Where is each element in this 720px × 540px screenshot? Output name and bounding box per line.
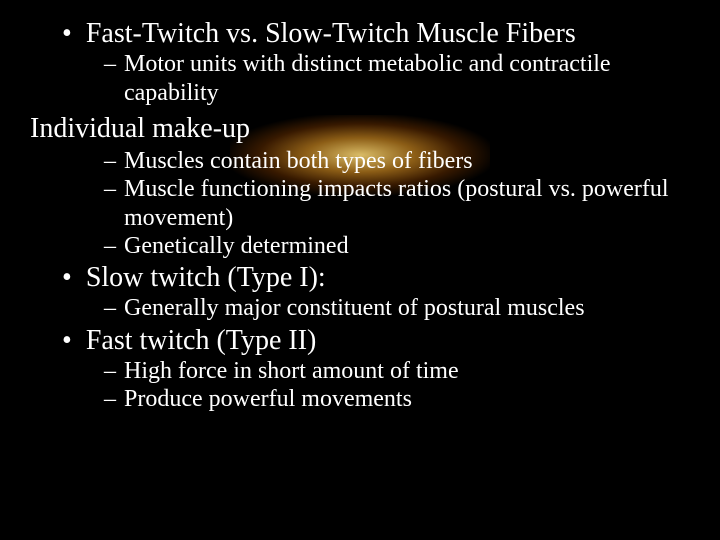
bullet-dot-icon: • xyxy=(62,325,72,357)
dash-icon: – xyxy=(104,385,116,413)
slide-content: • Fast-Twitch vs. Slow-Twitch Muscle Fib… xyxy=(28,18,692,414)
bullet-level2: – High force in short amount of time xyxy=(28,357,692,385)
bullet-text: Motor units with distinct metabolic and … xyxy=(124,50,692,107)
bullet-level2: – Muscle functioning impacts ratios (pos… xyxy=(28,175,692,232)
bullet-level2: – Generally major constituent of postura… xyxy=(28,294,692,322)
bullet-level2: – Produce powerful movements xyxy=(28,385,692,413)
dash-icon: – xyxy=(104,294,116,322)
bullet-level2: – Motor units with distinct metabolic an… xyxy=(28,50,692,107)
dash-icon: – xyxy=(104,50,116,78)
bullet-text: Muscles contain both types of fibers xyxy=(124,147,473,175)
list-item: • Fast-Twitch vs. Slow-Twitch Muscle Fib… xyxy=(28,18,692,107)
bullet-text: Generally major constituent of postural … xyxy=(124,294,585,322)
list-item: • Fast twitch (Type II) – High force in … xyxy=(28,325,692,414)
dash-icon: – xyxy=(104,175,116,203)
bullet-text: Muscle functioning impacts ratios (postu… xyxy=(124,175,692,232)
bullet-level2: – Muscles contain both types of fibers xyxy=(28,147,692,175)
slide: • Fast-Twitch vs. Slow-Twitch Muscle Fib… xyxy=(0,0,720,540)
list-item: • Slow twitch (Type I): – Generally majo… xyxy=(28,262,692,323)
bullet-text: Genetically determined xyxy=(124,232,349,260)
dash-icon: – xyxy=(104,232,116,260)
bullet-text: Produce powerful movements xyxy=(124,385,412,413)
dash-icon: – xyxy=(104,357,116,385)
bullet-text: High force in short amount of time xyxy=(124,357,459,385)
bullet-level2: – Genetically determined xyxy=(28,232,692,260)
bullet-dot-icon: • xyxy=(62,262,72,294)
section-heading: Individual make-up xyxy=(30,113,692,145)
list-item: Individual make-up – Muscles contain bot… xyxy=(28,113,692,260)
bullet-text: Fast twitch (Type II) xyxy=(86,325,317,357)
bullet-level1: • Fast twitch (Type II) xyxy=(28,325,692,357)
bullet-text: Slow twitch (Type I): xyxy=(86,262,326,294)
bullet-level1: • Slow twitch (Type I): xyxy=(28,262,692,294)
dash-icon: – xyxy=(104,147,116,175)
bullet-dot-icon: • xyxy=(62,18,72,50)
bullet-level1: • Fast-Twitch vs. Slow-Twitch Muscle Fib… xyxy=(28,18,692,50)
bullet-text: Fast-Twitch vs. Slow-Twitch Muscle Fiber… xyxy=(86,18,576,50)
